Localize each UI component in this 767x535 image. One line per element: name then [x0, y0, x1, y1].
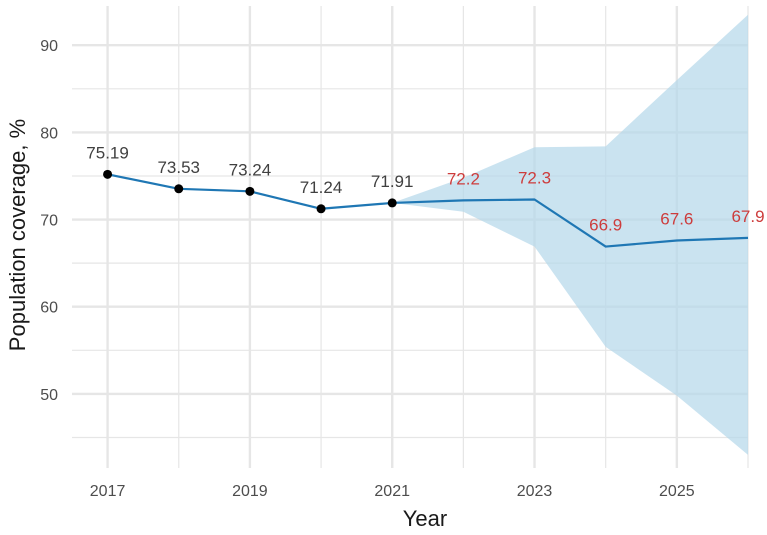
x-tick-label: 2017 — [90, 483, 126, 500]
x-tick-label: 2023 — [517, 483, 553, 500]
data-label-2020: 71.24 — [300, 178, 343, 197]
data-point-2019 — [245, 186, 255, 196]
data-label-2025: 67.6 — [660, 209, 693, 228]
y-tick-label: 80 — [40, 125, 58, 142]
data-label-2021: 71.91 — [371, 172, 414, 191]
x-tick-label: 2025 — [659, 483, 695, 500]
x-tick-label: 2019 — [232, 483, 268, 500]
data-label-2017: 75.19 — [86, 143, 129, 162]
y-tick-label: 50 — [40, 387, 58, 404]
y-tick-label: 70 — [40, 213, 58, 230]
y-axis-title: Population coverage, % — [5, 119, 30, 351]
data-label-2018: 73.53 — [157, 158, 200, 177]
series-markers — [103, 169, 397, 214]
data-label-2019: 73.24 — [229, 160, 272, 179]
y-tick-label: 90 — [40, 38, 58, 55]
data-point-2017 — [103, 169, 113, 179]
data-label-2026: 67.9 — [731, 207, 764, 226]
data-point-2018 — [174, 184, 184, 194]
data-label-2024: 66.9 — [589, 216, 622, 235]
data-point-2021 — [387, 198, 397, 208]
data-labels: 75.19 73.53 73.24 71.24 71.91 72.2 72.3 66.9 67.… — [86, 143, 764, 234]
x-axis-title: Year — [403, 506, 447, 530]
data-label-2023: 72.3 — [518, 169, 551, 188]
confidence-band — [392, 14, 748, 455]
axes: 2017 2019 2021 2023 2025 50 60 70 80 90 — [40, 38, 695, 500]
confidence-band-area — [392, 14, 748, 455]
y-tick-label: 60 — [40, 300, 58, 317]
x-tick-label: 2021 — [374, 483, 410, 500]
data-point-2020 — [316, 204, 326, 214]
data-label-2022: 72.2 — [447, 169, 480, 188]
series-line-forecast — [392, 198, 749, 248]
